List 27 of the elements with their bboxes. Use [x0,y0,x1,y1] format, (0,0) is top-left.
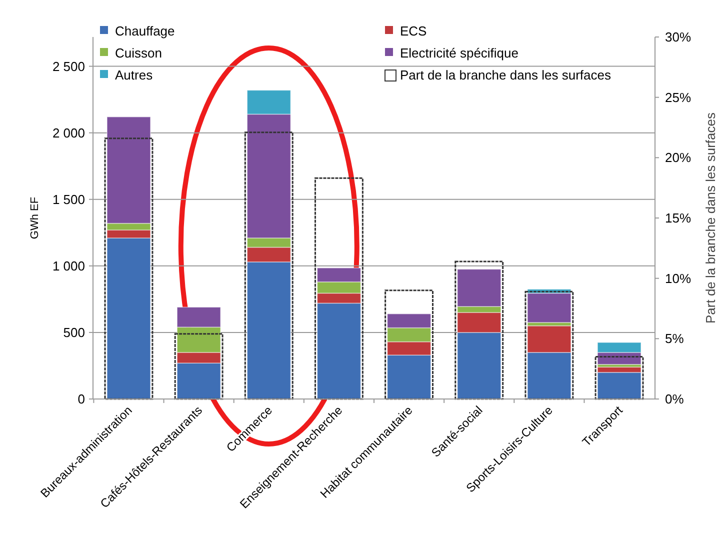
y2-tick-label: 15% [665,210,692,226]
bar [527,292,572,323]
legend-label: Electricité spécifique [400,46,518,61]
bar [384,290,434,400]
bar [454,260,504,400]
y-axis-title: GWh EF [29,196,41,240]
legend-label: Cuisson [115,46,162,61]
bar [314,177,364,400]
y2-axis-title: Part de la branche dans les surfaces [703,112,718,324]
y-tick-label: 1 500 [52,192,85,207]
y2-tick-label: 20% [665,150,692,166]
legend-label: ECS [400,24,428,39]
y-tick-label: 500 [63,325,85,340]
y2-tick-label: 5% [665,331,684,346]
bar [597,372,642,400]
legend-label: Chauffage [115,24,175,39]
y2-tick-label: 10% [665,270,692,286]
y-tick-label: 1 000 [52,258,85,274]
y-tick-label: 0 [78,392,85,407]
y2-tick-label: 30% [665,30,692,45]
legend-label: Part de la branche dans les surfaces [400,68,612,83]
y-tick-label: 2 000 [52,125,85,140]
y-tick-label: 2 500 [52,58,85,74]
y2-tick-label: 25% [665,90,692,105]
legend-label: Autres [115,68,154,83]
y2-tick-label: 0% [665,392,684,407]
bar [524,290,574,400]
